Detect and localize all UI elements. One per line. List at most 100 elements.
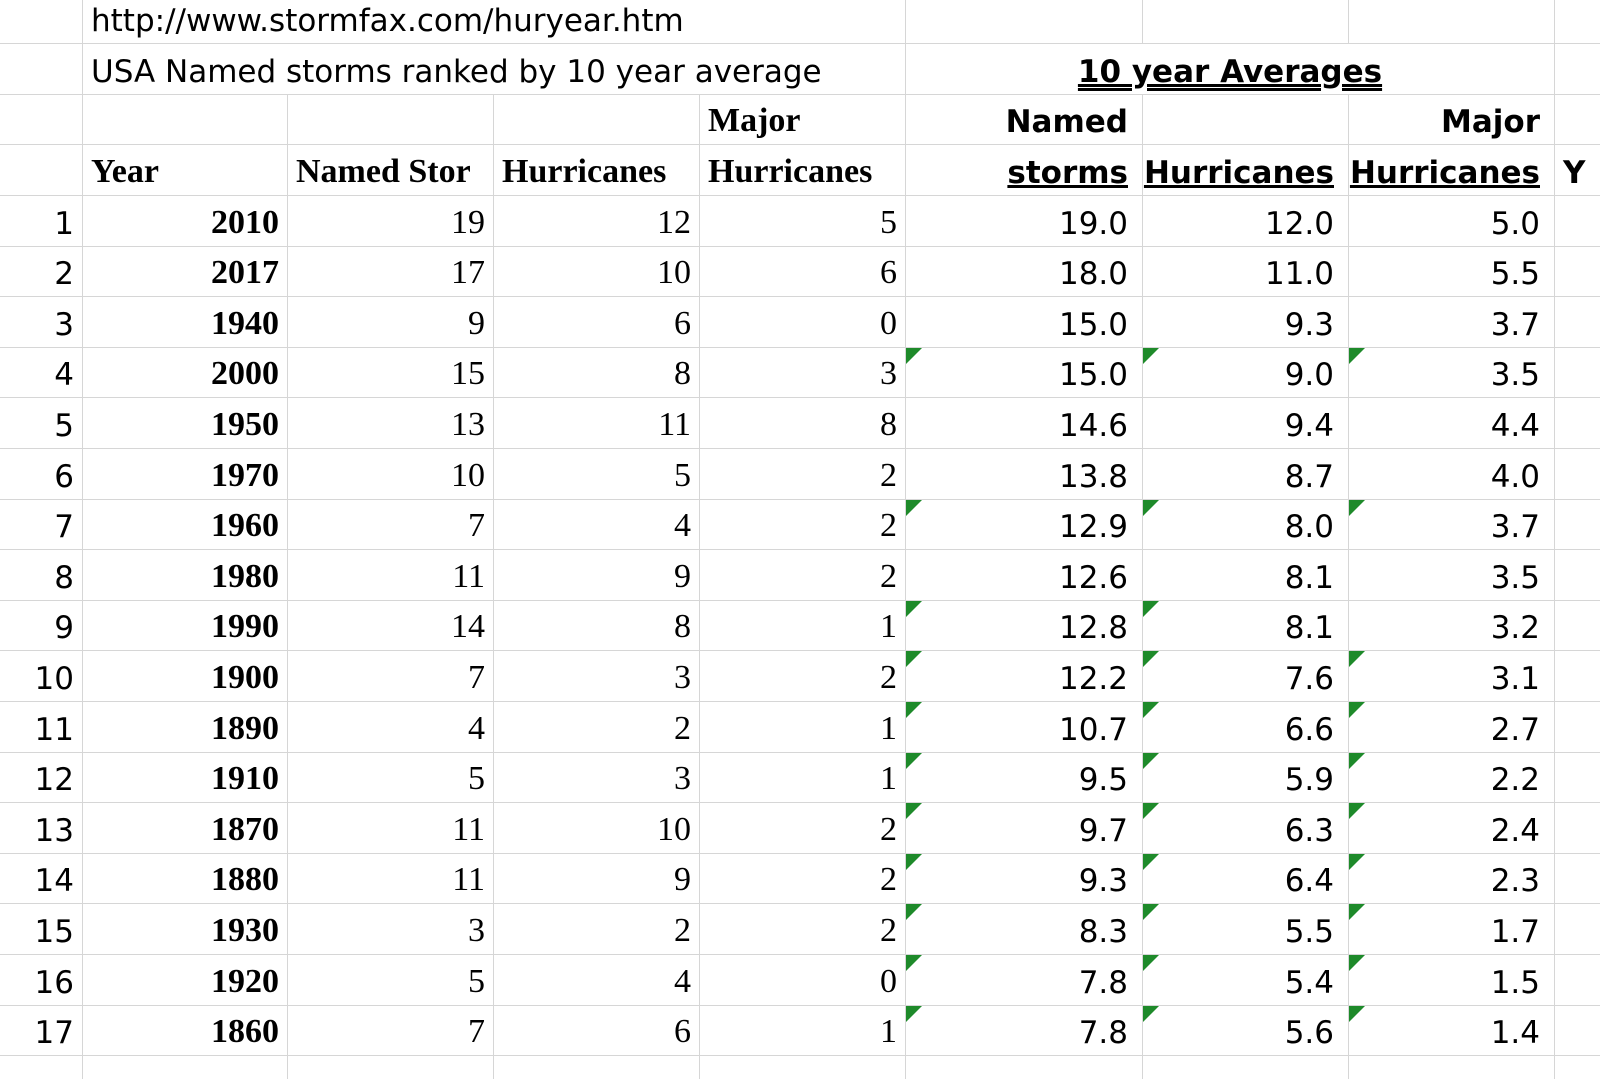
cell — [1555, 702, 1600, 753]
cell — [1555, 348, 1600, 399]
data-cell: 3.1 — [1349, 651, 1555, 702]
data-cell: 11 — [288, 550, 494, 601]
row-number: 3 — [0, 297, 83, 348]
data-cell: 5 — [494, 449, 700, 500]
row-number: 7 — [0, 499, 83, 551]
data-cell: 2000 — [83, 347, 288, 399]
data-cell: 7 — [288, 499, 494, 551]
data-cell: 3 — [494, 651, 700, 702]
data-cell: 14 — [288, 600, 494, 652]
data-cell: 19 — [288, 196, 494, 247]
data-cell: 6 — [700, 246, 906, 298]
data-cell: 5 — [700, 196, 906, 247]
row-header — [0, 95, 83, 145]
cell — [288, 1056, 494, 1079]
data-cell: 7.8 — [906, 1005, 1143, 1057]
data-cell: 8.3 — [906, 904, 1143, 955]
data-cell: 12.8 — [906, 600, 1143, 652]
data-cell: 6 — [494, 1005, 700, 1057]
data-cell: 1940 — [83, 297, 288, 348]
cell — [83, 1056, 288, 1079]
header-cell: Hurricanes — [494, 145, 700, 196]
data-cell: 19.0 — [906, 196, 1143, 247]
data-cell: 2 — [700, 904, 906, 955]
data-cell: 12.2 — [906, 651, 1143, 702]
header-cell: Year — [83, 145, 288, 196]
cell — [1555, 854, 1600, 905]
data-cell: 5.6 — [1143, 1005, 1349, 1057]
cell — [1143, 95, 1349, 145]
data-cell: 12.6 — [906, 550, 1143, 601]
data-cell: 10 — [494, 246, 700, 298]
data-cell: 9 — [494, 853, 700, 905]
data-cell: 4 — [288, 702, 494, 753]
data-cell: 2017 — [83, 246, 288, 298]
cell — [1555, 904, 1600, 955]
row-number: 16 — [0, 955, 83, 1006]
data-cell: 5.9 — [1143, 752, 1349, 804]
header-cell: Hurricanes — [1349, 145, 1555, 196]
data-cell: 1.5 — [1349, 955, 1555, 1006]
cell — [0, 1056, 83, 1079]
data-cell: 1990 — [83, 600, 288, 652]
row-number: 13 — [0, 803, 83, 854]
data-cell: 2 — [494, 702, 700, 753]
data-cell: 8.0 — [1143, 499, 1349, 551]
data-cell: 9.4 — [1143, 398, 1349, 449]
data-cell: 14.6 — [906, 398, 1143, 449]
section-title: 10 year Averages — [906, 44, 1555, 95]
row-number: 1 — [0, 196, 83, 247]
data-cell: 8.1 — [1143, 600, 1349, 652]
cell — [494, 95, 700, 145]
data-cell: 12 — [494, 196, 700, 247]
row-header — [0, 44, 83, 95]
data-cell: 9 — [288, 297, 494, 348]
cell — [1555, 297, 1600, 348]
data-cell: 8 — [494, 347, 700, 399]
data-cell: 2 — [700, 803, 906, 854]
data-cell: 8 — [700, 398, 906, 449]
data-cell: 0 — [700, 297, 906, 348]
data-cell: 12.0 — [1143, 196, 1349, 247]
cell — [1555, 803, 1600, 854]
row-number: 17 — [0, 1005, 83, 1057]
data-cell: 2.3 — [1349, 853, 1555, 905]
data-cell: 2010 — [83, 196, 288, 247]
cell — [1349, 0, 1555, 44]
data-cell: 3.7 — [1349, 297, 1555, 348]
data-cell: 2 — [700, 651, 906, 702]
data-cell: 17 — [288, 246, 494, 298]
data-cell: 9.3 — [1143, 297, 1349, 348]
header-cell: Major — [700, 95, 906, 145]
data-cell: 8.7 — [1143, 449, 1349, 500]
row-number: 9 — [0, 600, 83, 652]
header-cell: Named Stor — [288, 145, 494, 196]
data-cell: 1970 — [83, 449, 288, 500]
data-cell: 10 — [494, 803, 700, 854]
data-cell: 3 — [494, 752, 700, 804]
data-cell: 2.4 — [1349, 803, 1555, 854]
cell — [1555, 196, 1600, 247]
data-cell: 4.0 — [1349, 449, 1555, 500]
data-cell: 6 — [494, 297, 700, 348]
data-cell: 1.4 — [1349, 1005, 1555, 1057]
row-number: 11 — [0, 702, 83, 753]
data-cell: 7.6 — [1143, 651, 1349, 702]
cell — [1555, 44, 1600, 95]
data-cell: 11.0 — [1143, 246, 1349, 298]
cell — [906, 1056, 1143, 1079]
data-cell: 6.3 — [1143, 803, 1349, 854]
cell — [1555, 1006, 1600, 1057]
data-cell: 3.5 — [1349, 347, 1555, 399]
data-cell: 5 — [288, 955, 494, 1006]
data-cell: 1900 — [83, 651, 288, 702]
cell — [1555, 500, 1600, 551]
data-cell: 5.5 — [1143, 904, 1349, 955]
cell — [1143, 0, 1349, 44]
cell — [1555, 550, 1600, 601]
data-cell: 9.0 — [1143, 347, 1349, 399]
data-cell: 12.9 — [906, 499, 1143, 551]
data-cell: 1870 — [83, 803, 288, 854]
data-cell: 2 — [700, 550, 906, 601]
